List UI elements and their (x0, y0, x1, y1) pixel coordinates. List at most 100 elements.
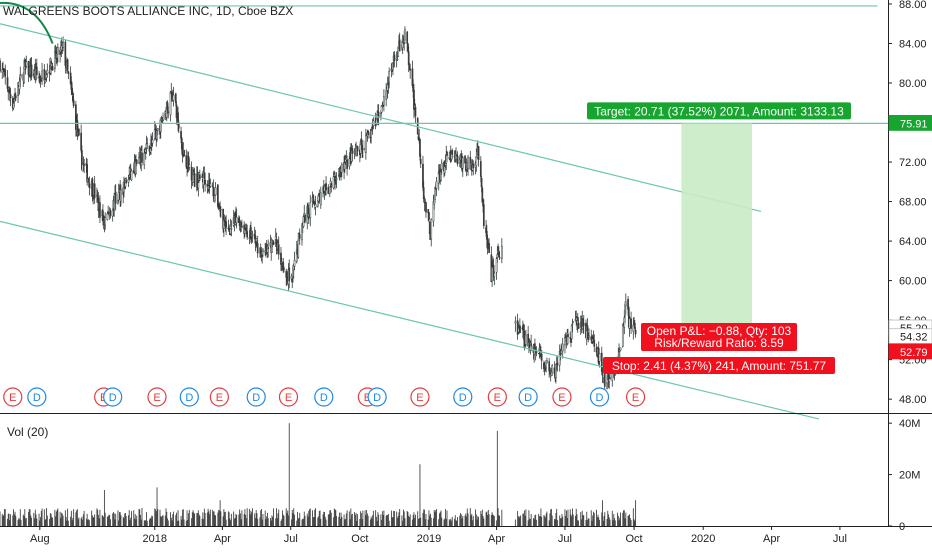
candle-body (446, 151, 448, 156)
candle-body (340, 164, 343, 173)
dividend-marker[interactable]: D (518, 387, 538, 407)
candle-body (577, 322, 580, 329)
earnings-marker[interactable]: E (3, 387, 23, 407)
candle-body (109, 210, 112, 217)
candle-body (500, 245, 503, 259)
candle-body (93, 183, 96, 199)
event-circle (27, 387, 47, 407)
candle-body (35, 66, 38, 76)
candle-body (106, 213, 109, 220)
candle-body (380, 104, 383, 113)
dividend-marker[interactable]: D (103, 387, 123, 407)
earnings-marker[interactable]: E (410, 387, 430, 407)
earnings-marker[interactable]: E (625, 387, 646, 407)
dividend-marker[interactable]: D (179, 387, 199, 407)
price-badge: 75.91 (888, 115, 932, 131)
candle-body (472, 163, 475, 169)
candle-body (393, 54, 396, 62)
earnings-marker[interactable]: E (209, 387, 229, 407)
candle-body (14, 95, 17, 99)
candle-body (83, 164, 85, 166)
candle-body (582, 323, 585, 326)
candle-body (588, 335, 590, 338)
dividend-marker[interactable]: D (314, 387, 334, 407)
earnings-marker[interactable]: E (487, 387, 507, 407)
candle-body (346, 159, 348, 169)
candle-body (188, 164, 191, 168)
stop-label-bg (603, 357, 835, 374)
candle-body (41, 70, 43, 80)
price-tick-label: 48.00 (899, 394, 927, 406)
price-tick-label: 64.00 (899, 236, 927, 248)
candle-body (572, 321, 575, 323)
earnings-marker[interactable]: E (278, 387, 299, 407)
candle-body (609, 377, 611, 379)
price-pane[interactable] (0, 26, 637, 394)
candle-body (621, 323, 624, 347)
candle-body (277, 244, 280, 255)
candle-body (406, 31, 409, 44)
candle-body (567, 333, 569, 338)
arc-drawing (0, 1, 54, 44)
candle-body (404, 29, 406, 41)
candle-body (564, 337, 566, 346)
event-markers[interactable]: EDEDEDEDEDEDEDEDEDE (3, 387, 646, 407)
pnl-label-bg (641, 323, 797, 351)
event-circle (314, 387, 334, 407)
candle-body (479, 161, 482, 177)
candle-body (492, 264, 495, 278)
candle-body (424, 199, 427, 203)
event-letter: E (558, 392, 565, 404)
candle-body (498, 256, 501, 259)
candle-body (330, 183, 333, 188)
candle-body (556, 362, 559, 366)
candle-body (0, 60, 1, 72)
event-circle (552, 387, 572, 407)
price-badge-text: 75.91 (900, 118, 928, 130)
candle-body (214, 187, 217, 196)
price-tick-label: 72.00 (899, 157, 927, 169)
candle-body (325, 183, 327, 191)
candle-body (314, 204, 317, 208)
price-tick-label: 80.00 (899, 78, 927, 90)
price-badge-bg (888, 343, 932, 360)
candle-body (362, 148, 364, 150)
candle-body (398, 39, 401, 52)
candle-body (440, 171, 442, 181)
candle-body (250, 226, 252, 240)
event-letter: D (596, 392, 604, 404)
candle-body (262, 249, 264, 253)
candle-body (586, 325, 589, 332)
candle-body (91, 178, 94, 196)
candle-body (396, 58, 399, 61)
dividend-marker[interactable]: D (453, 387, 473, 407)
candle-body (193, 173, 196, 187)
candle-body (360, 138, 363, 146)
candle-body (351, 148, 354, 154)
candle-body (62, 42, 64, 48)
volume-tick-label: 40M (899, 418, 920, 430)
candle-body (190, 167, 193, 181)
dividend-marker[interactable]: D (367, 387, 387, 407)
volume-pane[interactable] (0, 423, 637, 526)
candle-body (630, 318, 632, 329)
price-tick-label: 88.00 (899, 0, 927, 11)
time-tick-label: Aug (30, 533, 50, 545)
candle-body (480, 177, 483, 188)
dividend-marker[interactable]: D (27, 387, 47, 407)
candle-body (343, 162, 346, 170)
candle-body (491, 266, 493, 282)
candle-body (174, 93, 177, 104)
earnings-marker[interactable]: E (552, 387, 572, 407)
candle-body (571, 323, 574, 325)
candle-body (546, 359, 548, 364)
candle-body (20, 74, 22, 77)
earnings-marker[interactable]: E (147, 387, 167, 407)
dividend-marker[interactable]: D (246, 387, 266, 407)
candle-body (419, 159, 422, 165)
price-tick-label: 84.00 (899, 38, 927, 50)
dividend-marker[interactable]: D (589, 387, 610, 407)
event-circle (453, 387, 473, 407)
